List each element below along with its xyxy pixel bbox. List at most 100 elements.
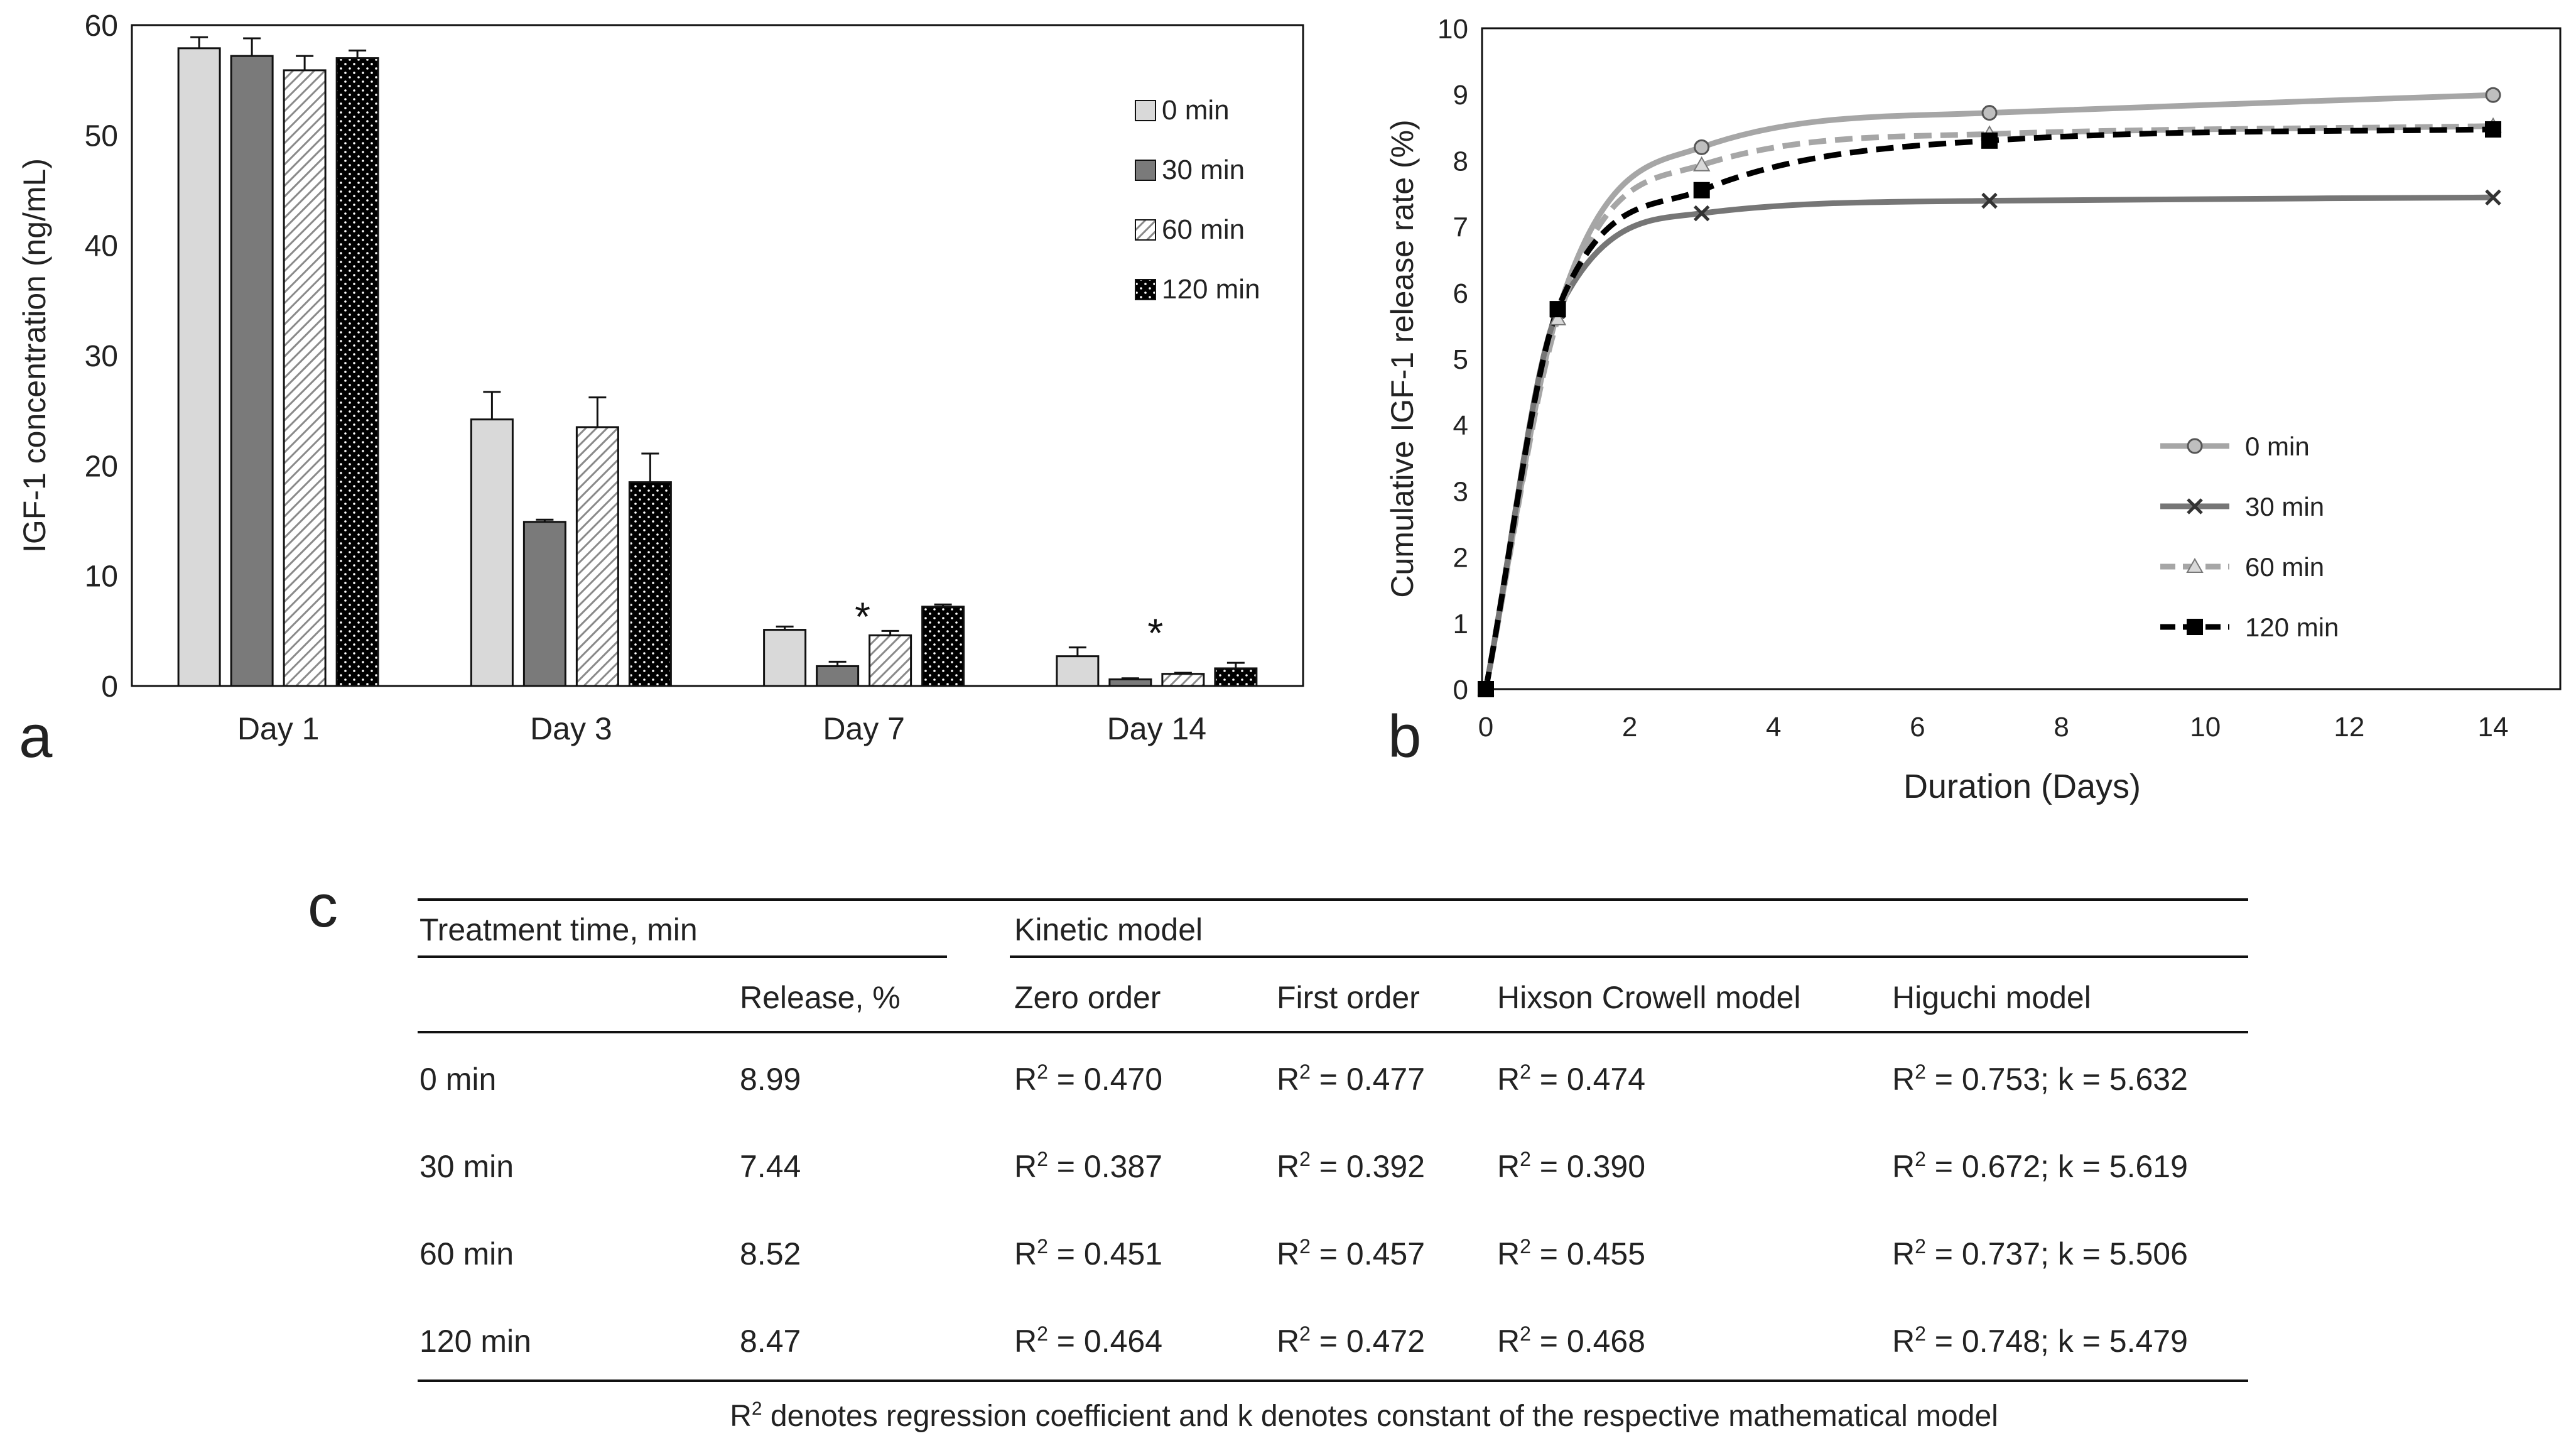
y-tick-label: 60 [85,9,118,43]
data-point [1693,205,1710,222]
line-chart-panel: Duration (Days) Cumulative IGF-1 release… [1385,14,2562,805]
data-point [2187,438,2203,454]
column-header: Higuchi model [1892,980,2091,1015]
data-point [2485,87,2501,103]
x-tick-label: Day 14 [1107,711,1206,746]
column-header: Release, % [740,980,901,1015]
x-tick-label: 6 [1910,712,1925,743]
plot-frame [1481,27,2562,690]
x-tick-label: 8 [2054,712,2069,743]
data-point [1981,132,1998,149]
x-tick-label: Day 3 [530,711,612,746]
significance-marker: * [1147,611,1163,656]
x-tick-label: 14 [2478,712,2509,743]
bar [628,481,672,687]
column-header: First order [1277,980,1420,1015]
bar [283,69,327,687]
legend-label: 60 min [2245,552,2324,582]
table-cell: R2 = 0.451 [1014,1235,1162,1271]
table-cell: R2 = 0.470 [1014,1060,1162,1097]
column-header: Zero order [1014,980,1161,1015]
table-cell: R2 = 0.748; k = 5.479 [1892,1322,2188,1359]
data-point [1692,156,1711,171]
table-cell: R2 = 0.457 [1277,1235,1425,1271]
bar [522,521,566,687]
series-line [1483,126,2494,690]
y-tick-label: 8 [1453,146,1468,177]
data-point [2485,121,2501,138]
data-point [1549,301,1566,318]
table-cell: R2 = 0.753; k = 5.632 [1892,1060,2188,1097]
bar [470,418,514,687]
bar [1056,655,1100,687]
y-tick-label: 10 [1437,14,1468,45]
y-tick-label: 1 [1453,609,1468,639]
legend-label: 0 min [2245,432,2310,461]
table-cell: R2 = 0.390 [1497,1148,1645,1184]
y-tick-label: 9 [1453,80,1468,111]
x-tick-label: 12 [2334,712,2364,743]
legend-swatch [1135,219,1156,241]
bar [869,634,912,687]
bar [1214,667,1258,687]
panel-label-c: c [308,873,338,940]
group-header-kinetic: Kinetic model [1014,912,1203,947]
table-cell: R2 = 0.455 [1497,1235,1645,1271]
table-cell: R2 = 0.472 [1277,1322,1425,1359]
plot-frame [131,24,1304,687]
y-tick-label: 4 [1453,410,1468,441]
x-tick-label: 4 [1766,712,1781,743]
table-cell: 0 min [419,1062,496,1097]
table-cell: R2 = 0.392 [1277,1148,1425,1184]
bar [921,606,965,687]
table-cell: R2 = 0.737; k = 5.506 [1892,1235,2188,1271]
data-point [1549,310,1567,325]
data-point [1693,182,1710,199]
data-point [2187,619,2203,635]
legend-swatch [1135,100,1156,121]
x-tick-label: 0 [1478,712,1493,743]
table-cell: R2 = 0.387 [1014,1148,1162,1184]
bar [816,665,860,687]
data-point [2186,557,2204,573]
data-point [2187,498,2203,514]
table-cell: 8.99 [740,1062,801,1097]
legend-swatch [1135,279,1156,300]
legend-label: 30 min [2245,492,2324,521]
group-header-treatment: Treatment time, min [419,912,698,947]
y-tick-label: 3 [1453,476,1468,507]
x-tick-label: 2 [1622,712,1637,743]
bar [575,426,619,687]
y-tick-label: 5 [1453,344,1468,375]
table-cell: 60 min [419,1236,514,1271]
bar [1161,673,1205,687]
bar-chart-panel: IGF-1 concentration (ng/mL) 0 10 20 30 40 50 6… [17,9,1304,746]
data-point [1478,681,1494,697]
kinetic-table: Treatment time, min Kinetic model Releas… [418,898,2248,1433]
x-tick-label: Day 7 [823,711,905,746]
table-cell: 7.44 [740,1149,801,1184]
y-tick-label: 0 [1453,675,1468,705]
y-tick-label: 30 [85,340,118,373]
table-cell: R2 = 0.468 [1497,1322,1645,1359]
significance-marker: * [855,594,870,639]
bar [230,55,274,687]
table-cell: R2 = 0.477 [1277,1060,1425,1097]
x-axis-label: Duration (Days) [1903,768,2141,805]
panel-label-b: b [1388,703,1421,770]
legend-label: 120 min [2245,612,2339,642]
y-tick-label: 7 [1453,212,1468,243]
y-tick-label: 20 [85,450,118,483]
bar [1108,678,1152,687]
table-cell: 8.47 [740,1324,801,1359]
data-point [1981,105,1998,121]
x-tick-label: Day 1 [237,711,320,746]
bar [763,629,807,687]
y-tick-label: 2 [1453,543,1468,574]
legend-swatch [1135,160,1156,181]
y-tick-label: 40 [85,230,118,263]
column-header: Hixson Crowell model [1497,980,1801,1015]
table-footnote: R2 denotes regression coefficient and k … [730,1398,1998,1433]
y-axis-label: Cumulative IGF-1 release rate (%) [1385,119,1420,597]
